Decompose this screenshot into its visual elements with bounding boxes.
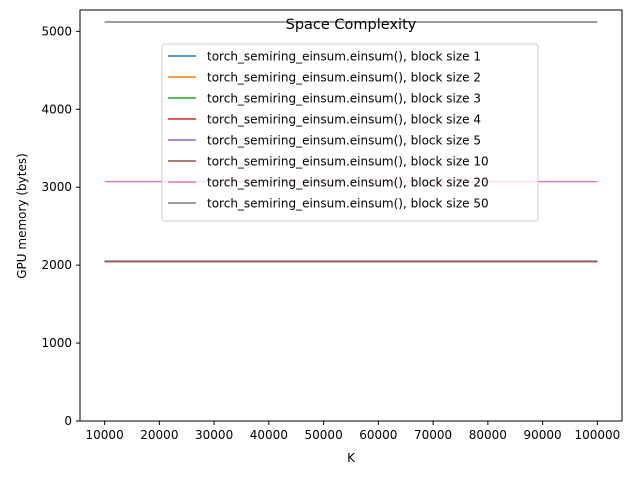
legend-label-2: torch_semiring_einsum.einsum(), block si…	[207, 71, 481, 85]
x-tick-label: 80000	[469, 428, 507, 442]
plot-frame	[79, 9, 623, 422]
chart-title: Space Complexity	[286, 17, 417, 33]
y-axis-ticks: 0 1000 2000 3000 4000 5000	[41, 24, 80, 428]
x-tick-label: 100000	[574, 428, 620, 442]
x-tick-label: 50000	[305, 428, 343, 442]
y-tick-label: 1000	[41, 336, 72, 350]
x-tick-label: 70000	[414, 428, 452, 442]
legend-label-3: torch_semiring_einsum.einsum(), block si…	[207, 92, 481, 106]
legend-label-8: torch_semiring_einsum.einsum(), block si…	[207, 197, 489, 211]
x-axis-label: K	[347, 451, 356, 465]
legend-label-1: torch_semiring_einsum.einsum(), block si…	[207, 50, 481, 64]
legend-label-6: torch_semiring_einsum.einsum(), block si…	[207, 155, 489, 169]
x-tick-label: 20000	[140, 428, 178, 442]
y-tick-label: 2000	[41, 258, 72, 272]
legend-box	[161, 43, 539, 222]
x-tick-label: 60000	[359, 428, 397, 442]
legend-label-5: torch_semiring_einsum.einsum(), block si…	[207, 134, 481, 148]
x-tick-label: 10000	[86, 428, 124, 442]
y-tick-label: 3000	[41, 180, 72, 194]
x-tick-label: 40000	[250, 428, 288, 442]
x-tick-label: 30000	[195, 428, 233, 442]
legend: torch_semiring_einsum.einsum(), block si…	[161, 43, 539, 222]
y-tick-label: 5000	[41, 24, 72, 38]
y-tick-label: 4000	[41, 102, 72, 116]
legend-label-7: torch_semiring_einsum.einsum(), block si…	[207, 176, 489, 190]
x-axis-ticks: 10000 20000 30000 40000 50000 60000 70000 80000…	[86, 421, 620, 442]
x-tick-label: 90000	[524, 428, 562, 442]
legend-label-4: torch_semiring_einsum.einsum(), block si…	[207, 113, 481, 127]
y-axis-label: GPU memory (bytes)	[15, 153, 29, 279]
y-tick-label: 0	[64, 414, 72, 428]
